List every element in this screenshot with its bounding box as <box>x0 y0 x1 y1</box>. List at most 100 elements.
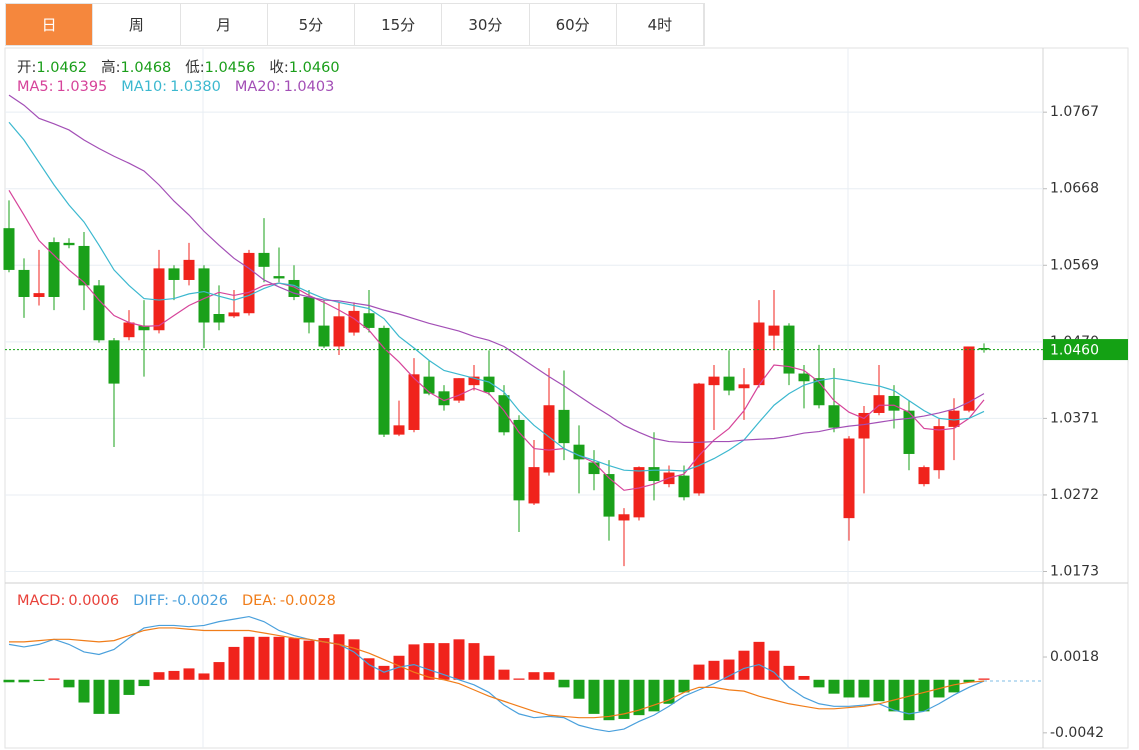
period-tab[interactable]: 60分 <box>530 4 617 45</box>
candle-body <box>138 325 150 331</box>
period-tab[interactable]: 15分 <box>355 4 443 45</box>
macd-bar <box>243 636 255 680</box>
macd-bar <box>873 679 885 702</box>
candle-body <box>633 467 645 518</box>
candle-body <box>888 395 900 411</box>
period-tab[interactable]: 日 <box>6 4 94 45</box>
period-tab[interactable]: 4时 <box>617 4 704 45</box>
candle-body <box>468 376 480 386</box>
macd-bar <box>978 678 990 680</box>
readout-label: 收: <box>269 60 289 76</box>
candle-body <box>528 467 540 504</box>
macd-bar <box>648 679 660 712</box>
candle-body <box>948 410 960 427</box>
period-tab[interactable]: 周 <box>93 4 181 45</box>
legend-value: 1.0380 <box>170 79 221 95</box>
macd-bar <box>753 641 765 680</box>
candle-body <box>678 475 690 498</box>
period-tab[interactable]: 5分 <box>268 4 355 45</box>
candle-body <box>513 419 525 501</box>
macd-bar <box>363 658 375 680</box>
legend-name: MA20: <box>234 79 281 95</box>
macd-bar <box>708 660 720 680</box>
candle-body <box>63 242 75 246</box>
candle-body <box>648 467 660 482</box>
candle-body <box>108 340 120 384</box>
candle-body <box>213 314 225 323</box>
legend-value: 1.0395 <box>56 79 108 95</box>
legend-name: MA5: <box>17 79 54 95</box>
macd-bar <box>138 679 150 687</box>
macd-bar <box>678 679 690 693</box>
readout-label: 高: <box>101 60 121 76</box>
y-tick-label: 1.0767 <box>1050 104 1099 120</box>
macd-bar <box>843 679 855 698</box>
macd-bar <box>408 644 420 680</box>
candle-body <box>438 391 450 406</box>
macd-bar <box>948 679 960 693</box>
macd-bar <box>483 655 495 680</box>
readout-item: 低:1.0456 <box>185 60 255 76</box>
macd-bar <box>603 679 615 721</box>
y-tick-label: -0.0042 <box>1050 725 1104 741</box>
candle-body <box>483 376 495 393</box>
macd-bar <box>33 679 45 682</box>
candle-body <box>288 279 300 297</box>
candle-body <box>228 312 240 317</box>
candle-body <box>768 325 780 336</box>
last-price-label: 1.0460 <box>1050 343 1099 359</box>
candle-body <box>693 383 705 494</box>
macd-bar <box>588 679 600 714</box>
readout-value: 1.0460 <box>288 60 340 76</box>
candle-body <box>258 252 270 267</box>
candle-body <box>918 467 930 485</box>
legend-name: DIFF: <box>133 593 169 609</box>
legend-name: MA10: <box>121 79 168 95</box>
macd-bar <box>48 678 60 680</box>
legend-item: MACD: 0.0006 <box>17 593 119 609</box>
macd-bar <box>258 636 270 680</box>
period-tab[interactable]: 月 <box>181 4 268 45</box>
legend-name: DEA: <box>241 593 277 609</box>
candle-body <box>963 346 975 411</box>
macd-bar <box>558 679 570 688</box>
candle-body <box>618 514 630 521</box>
macd-bar <box>963 679 975 683</box>
legend-item: MA10: 1.0380 <box>121 79 221 95</box>
candle-body <box>363 313 375 328</box>
macd-bar <box>888 679 900 712</box>
macd-bar <box>303 640 315 680</box>
readout-value: 1.0462 <box>36 60 88 76</box>
candle-body <box>123 322 135 338</box>
macd-bar <box>78 679 90 703</box>
macd-bar <box>3 679 15 683</box>
candle-body <box>318 325 330 347</box>
macd-bar <box>663 679 675 704</box>
readout-label: 开: <box>17 60 37 76</box>
readout-item: 开:1.0462 <box>17 60 87 76</box>
readout-item: 收:1.0460 <box>269 60 339 76</box>
macd-bar <box>468 643 480 680</box>
candle-body <box>273 276 285 279</box>
macd-bar <box>213 662 225 680</box>
period-tab[interactable]: 30分 <box>442 4 530 45</box>
macd-bar <box>858 679 870 698</box>
candle-body <box>168 268 180 280</box>
macd-bar <box>183 668 195 680</box>
candle-body <box>708 376 720 386</box>
macd-bar <box>573 679 585 699</box>
macd-bar <box>693 664 705 680</box>
macd-bar <box>618 679 630 719</box>
macd-bar <box>453 639 465 680</box>
ohlc-readout: 开:1.0462 高:1.0468 低:1.0456 收:1.0460 <box>17 56 354 77</box>
candle-body <box>33 293 45 297</box>
macd-bar <box>738 650 750 680</box>
candle-body <box>723 376 735 391</box>
macd-bar <box>423 643 435 680</box>
series-legend: MACD: 0.0006 DIFF: -0.0026 DEA: -0.0028 <box>17 593 350 609</box>
macd-bar <box>168 670 180 680</box>
macd-bar <box>783 665 795 680</box>
y-tick-label: 1.0668 <box>1050 181 1099 197</box>
